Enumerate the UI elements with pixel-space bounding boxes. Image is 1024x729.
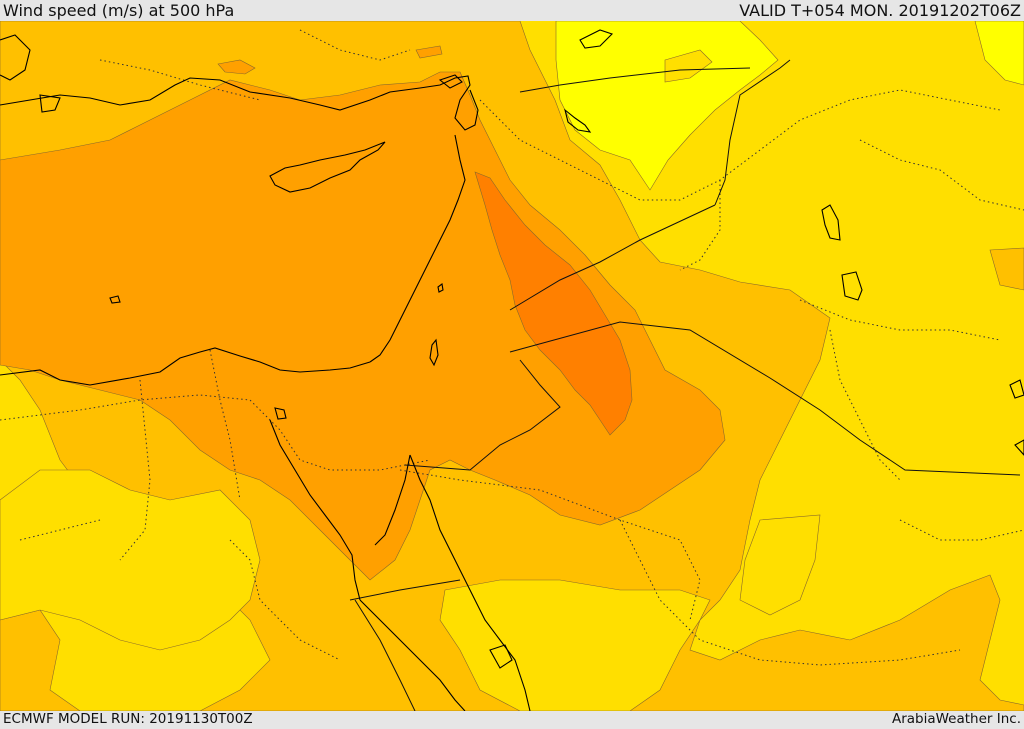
credit: ArabiaWeather Inc. [891, 711, 1021, 728]
map-title: Wind speed (m/s) at 500 hPa [3, 0, 235, 20]
contour-island [415, 45, 443, 59]
valid-time: VALID T+054 MON. 20191202T06Z [739, 0, 1021, 20]
model-run: ECMWF MODEL RUN: 20191130T00Z [3, 711, 253, 728]
contour-island [989, 247, 1024, 291]
band-low-south [0, 469, 821, 711]
band-highest [474, 171, 633, 436]
boundary-lines [349, 59, 1021, 711]
country-borders [0, 29, 1024, 666]
weather-map [0, 21, 1024, 711]
contour-island [664, 49, 713, 83]
wind-speed-field [0, 21, 1024, 711]
band-high [0, 71, 726, 581]
contour-island [217, 59, 256, 75]
map-footer: ECMWF MODEL RUN: 20191130T00Z ArabiaWeat… [0, 711, 1024, 729]
map-header: Wind speed (m/s) at 500 hPa VALID T+054 … [0, 0, 1024, 21]
coastlines [0, 29, 1024, 711]
